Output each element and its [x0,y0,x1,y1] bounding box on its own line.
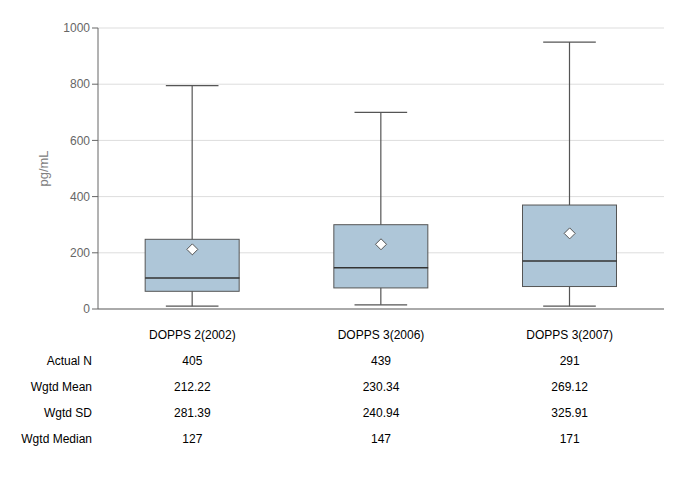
html-text:171: 171 [559,432,580,446]
html-text:DOPPS 3(2006): DOPPS 3(2006) [337,328,425,342]
html-text:DOPPS 2(2002): DOPPS 2(2002) [149,328,236,342]
html-text:269.12: 269.12 [551,380,588,394]
html-text:Wgtd SD: Wgtd SD [44,406,92,420]
html-text:212.22: 212.22 [174,380,211,394]
html-text:281.39: 281.39 [174,406,211,420]
html-text:230.34: 230.34 [362,380,400,394]
html-text:405: 405 [182,354,203,368]
svg-text:400: 400 [70,190,90,204]
html-text:325.91: 325.91 [551,406,588,420]
html-text:147: 147 [371,432,391,446]
html-text:240.94: 240.94 [362,406,400,420]
html-text:127: 127 [182,432,203,446]
svg-text:600: 600 [70,134,90,148]
svg-text:1000: 1000 [63,21,90,35]
svg-text:pg/mL: pg/mL [36,150,51,186]
svg-text:800: 800 [70,77,90,91]
html-text:Actual N: Actual N [46,354,92,368]
svg-text:0: 0 [83,302,90,316]
html-text:Wgtd Mean: Wgtd Mean [30,380,92,394]
html-text:DOPPS 3(2007): DOPPS 3(2007) [526,328,613,342]
svg-text:200: 200 [70,246,90,260]
html-text:Wgtd Median: Wgtd Median [21,432,92,446]
html-text:439: 439 [371,354,391,368]
html-text:291: 291 [559,354,580,368]
